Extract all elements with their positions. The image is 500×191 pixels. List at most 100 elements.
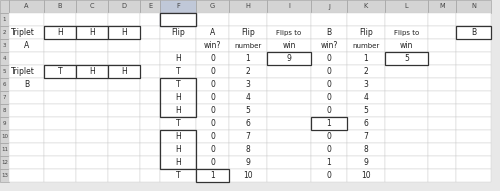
Text: win?: win? — [320, 41, 338, 50]
Text: H: H — [175, 93, 181, 102]
Bar — [140, 13, 160, 26]
Text: 1: 1 — [364, 54, 368, 63]
Bar — [0, 52, 9, 65]
Text: B: B — [471, 28, 476, 37]
Bar — [428, 26, 456, 39]
Bar — [76, 78, 108, 91]
Bar — [76, 156, 108, 169]
Bar — [229, 65, 267, 78]
Text: H: H — [89, 28, 95, 37]
Bar — [428, 143, 456, 156]
Text: win?: win? — [204, 41, 221, 50]
Bar — [229, 78, 267, 91]
Bar — [229, 0, 267, 13]
Text: 5: 5 — [404, 54, 409, 63]
Bar — [76, 169, 108, 182]
Text: H: H — [175, 54, 181, 63]
Bar — [196, 143, 229, 156]
Bar — [160, 52, 196, 65]
Bar — [385, 169, 428, 182]
Bar — [76, 39, 108, 52]
Bar — [267, 156, 311, 169]
Bar — [385, 0, 428, 13]
Text: Flip: Flip — [241, 28, 255, 37]
Bar — [44, 65, 76, 78]
Bar — [108, 65, 140, 78]
Text: F: F — [176, 3, 180, 10]
Text: 1: 1 — [210, 171, 215, 180]
Bar — [44, 91, 76, 104]
Bar — [44, 143, 76, 156]
Bar — [229, 13, 267, 26]
Text: number: number — [234, 43, 262, 49]
Text: H: H — [121, 67, 127, 76]
Bar — [76, 26, 108, 39]
Bar — [311, 26, 347, 39]
Bar — [108, 169, 140, 182]
Bar — [160, 65, 196, 78]
Bar — [196, 117, 229, 130]
Text: E: E — [148, 3, 152, 10]
Bar — [160, 26, 196, 39]
Bar — [44, 117, 76, 130]
Text: 0: 0 — [210, 158, 215, 167]
Text: 6: 6 — [364, 119, 368, 128]
Text: 9: 9 — [246, 158, 250, 167]
Bar — [9, 143, 44, 156]
Text: L: L — [404, 3, 408, 10]
Text: 0: 0 — [210, 119, 215, 128]
Bar — [311, 117, 347, 130]
Text: H: H — [175, 132, 181, 141]
Bar — [456, 26, 491, 39]
Bar — [229, 104, 267, 117]
Bar — [9, 0, 44, 13]
Bar — [0, 91, 9, 104]
Bar — [347, 39, 385, 52]
Bar — [44, 13, 76, 26]
Bar — [9, 13, 44, 26]
Bar — [9, 117, 44, 130]
Text: 0: 0 — [326, 171, 332, 180]
Bar — [229, 26, 267, 39]
Bar — [267, 39, 311, 52]
Bar — [140, 0, 160, 13]
Text: 3: 3 — [364, 80, 368, 89]
Text: 0: 0 — [326, 54, 332, 63]
Bar — [140, 143, 160, 156]
Bar — [140, 91, 160, 104]
Text: Triplet: Triplet — [11, 67, 35, 76]
Bar — [108, 26, 140, 39]
Bar — [196, 156, 229, 169]
Bar — [44, 26, 76, 39]
Bar — [160, 78, 196, 91]
Bar — [44, 78, 76, 91]
Text: 3: 3 — [246, 80, 250, 89]
Text: 0: 0 — [210, 80, 215, 89]
Bar — [160, 91, 196, 104]
Text: A: A — [24, 3, 29, 10]
Bar — [347, 13, 385, 26]
Bar — [267, 0, 311, 13]
Bar — [44, 104, 76, 117]
Bar — [9, 39, 44, 52]
Bar — [229, 91, 267, 104]
Bar — [44, 65, 76, 78]
Bar — [267, 13, 311, 26]
Bar — [160, 169, 196, 182]
Bar — [140, 169, 160, 182]
Text: G: G — [210, 3, 215, 10]
Bar — [108, 52, 140, 65]
Bar — [160, 39, 196, 52]
Bar — [456, 78, 491, 91]
Bar — [229, 117, 267, 130]
Bar — [311, 52, 347, 65]
Bar — [428, 91, 456, 104]
Bar — [0, 13, 9, 26]
Text: C: C — [90, 3, 94, 10]
Bar — [311, 117, 347, 130]
Bar — [108, 13, 140, 26]
Text: win: win — [400, 41, 413, 50]
Bar — [76, 26, 108, 39]
Bar — [9, 52, 44, 65]
Bar — [160, 143, 196, 156]
